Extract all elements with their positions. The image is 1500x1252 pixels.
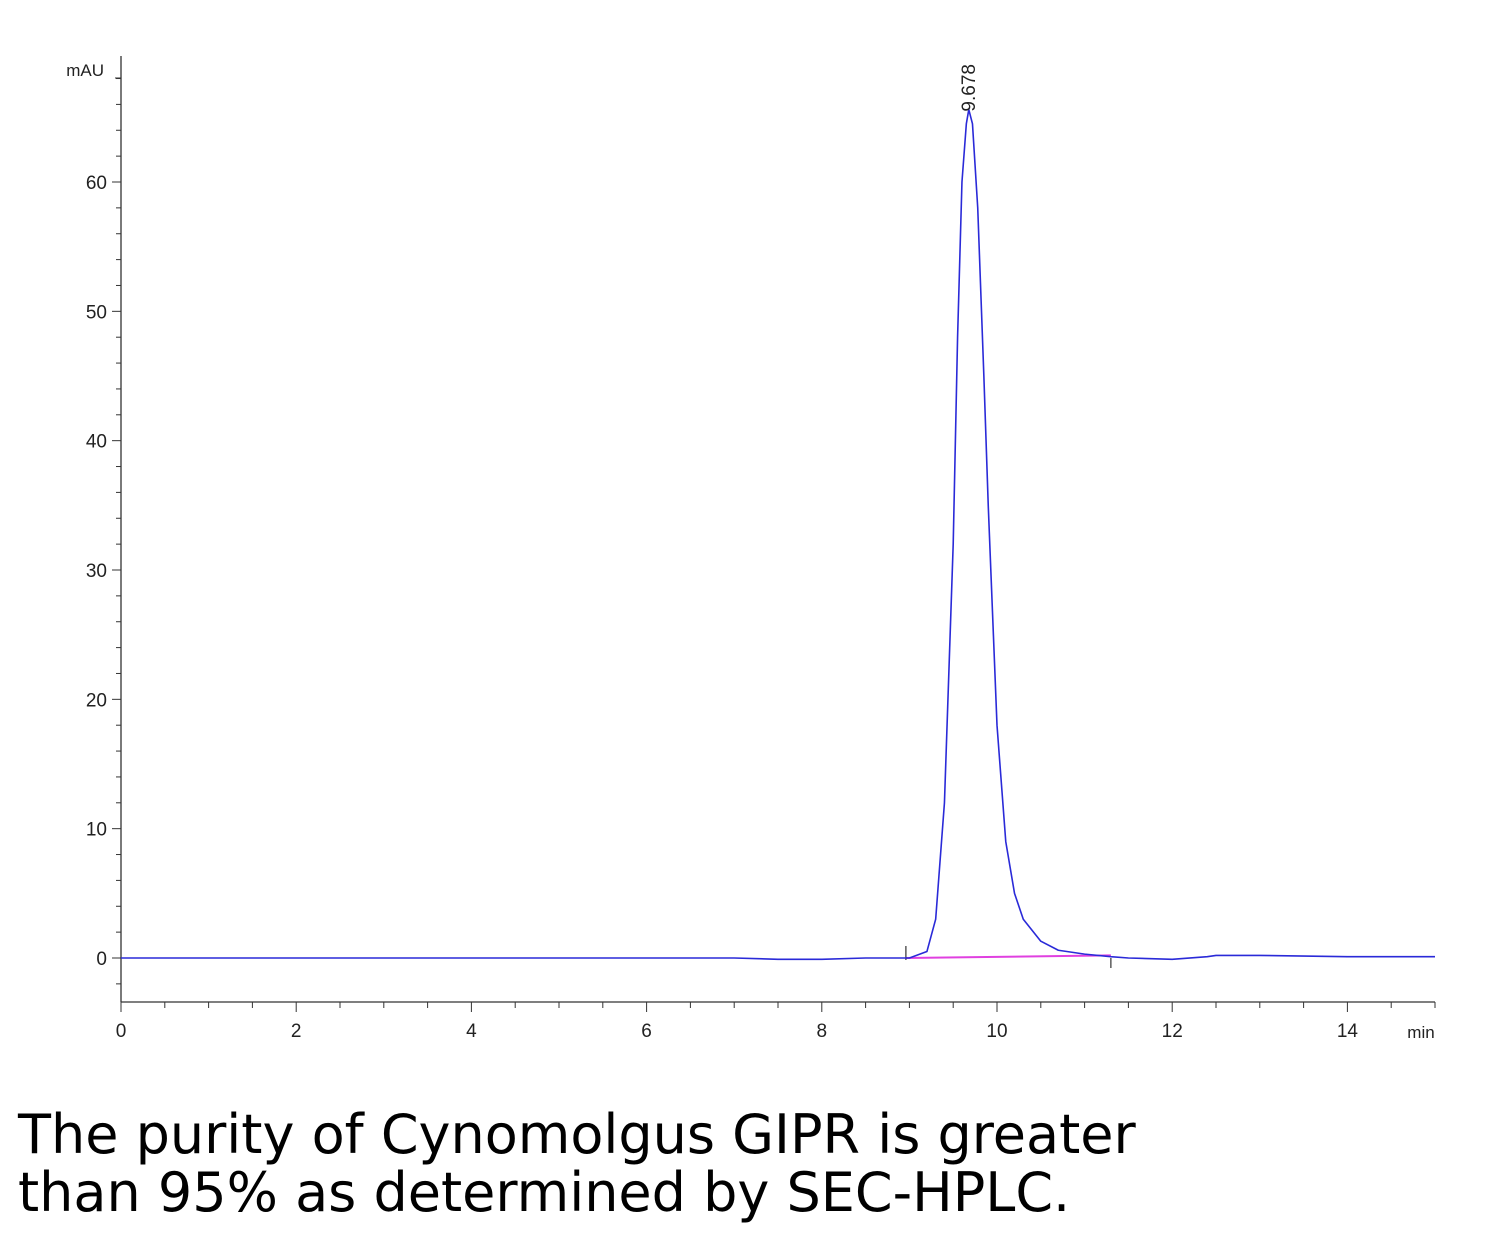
y-tick-label: 10 [86,820,107,841]
y-tick-label: 50 [86,302,107,323]
axes: 0 10 20 30 40 50 60 mAU 0 2 4 6 8 10 12 14 min [66,56,1436,1042]
y-tick-label: 20 [86,690,107,711]
y-tick-label: 40 [86,432,107,453]
x-tick-label: 12 [1162,1021,1183,1042]
figure-caption: The purity of Cynomolgus GIPR is greater… [18,1106,1418,1222]
x-tick-label: 4 [466,1021,477,1042]
y-axis-label: mAU [66,61,104,80]
chart-marks: 9.678 [121,64,1435,968]
signal-trace-0 [121,108,1435,961]
x-tick-label: 10 [986,1021,1007,1042]
integration-baseline [905,954,1111,959]
x-tick-label: 6 [641,1021,652,1042]
x-tick-label: 8 [817,1021,828,1042]
y-tick-label: 60 [86,173,107,194]
caption-line-2: than 95% as determined by SEC-HPLC. [18,1161,1071,1224]
x-tick-label: 14 [1337,1021,1359,1042]
x-tick-label: 2 [291,1021,302,1042]
y-tick-label: 0 [96,949,107,970]
x-axis-label: min [1407,1023,1434,1042]
peak-label: 9.678 [959,64,980,112]
chromatogram-chart: 0 10 20 30 40 50 60 mAU 0 2 4 6 8 10 12 14 min 9.678 [66,56,1436,1042]
x-tick-label: 0 [116,1021,127,1042]
caption-line-1: The purity of Cynomolgus GIPR is greater [18,1103,1136,1166]
y-tick-label: 30 [86,561,107,582]
